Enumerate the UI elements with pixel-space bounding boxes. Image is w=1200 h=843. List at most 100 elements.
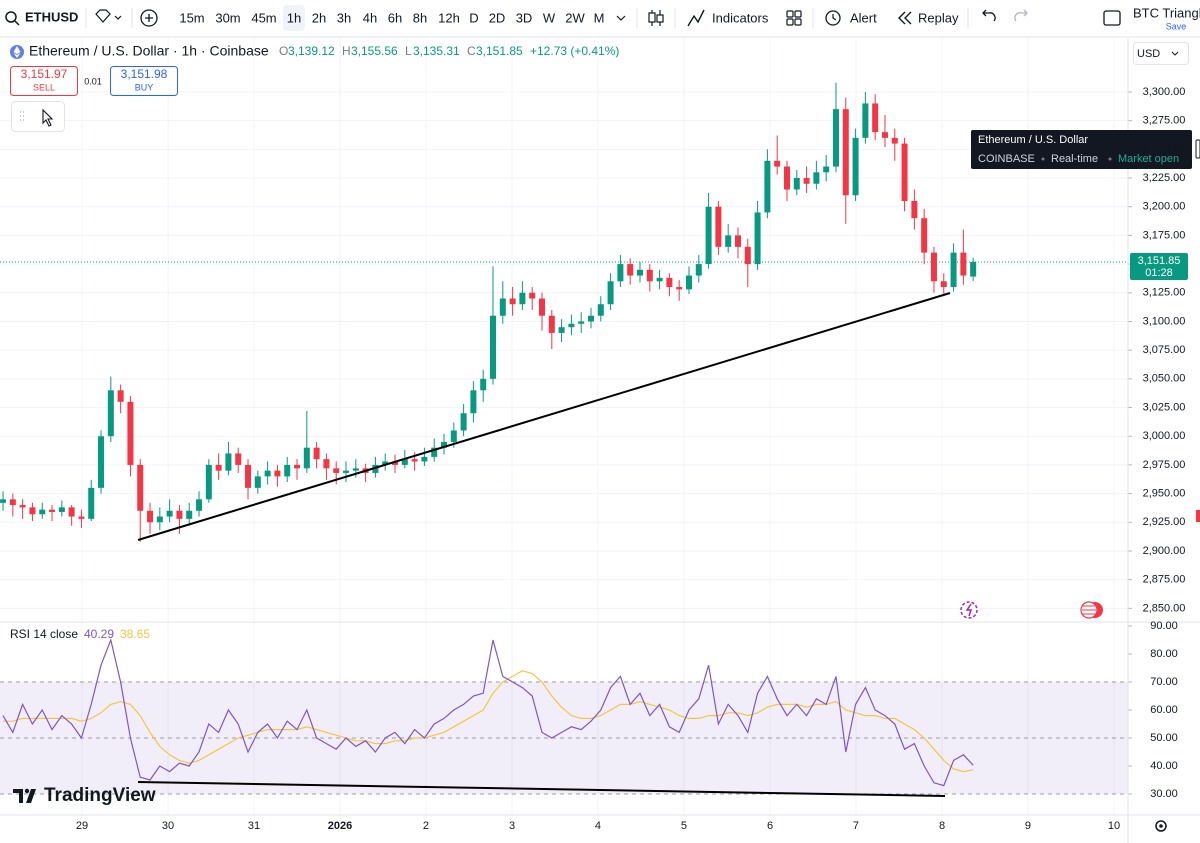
interval-button[interactable]: 12h	[438, 10, 460, 25]
trendline[interactable]	[137, 292, 951, 541]
candle-body	[715, 206, 722, 247]
settings-icon	[1159, 824, 1163, 828]
rsi-trendline[interactable]	[137, 781, 946, 797]
y-tick-label: 3,025.00	[1143, 401, 1186, 413]
candle-body	[862, 103, 869, 138]
tooltip-name: Ethereum / U.S. Dollar	[978, 134, 1088, 146]
candle-body	[607, 281, 614, 305]
legend-c-label: C	[467, 44, 476, 58]
candle-body	[823, 166, 830, 173]
candle-body	[0, 499, 7, 503]
tooltip-feed: Real-time	[1051, 153, 1098, 165]
y-tick-label: 2,975.00	[1143, 459, 1186, 471]
interval-button[interactable]: 4h	[363, 10, 377, 25]
dropdown-arrow[interactable]	[616, 15, 626, 21]
dropdown-arrow	[1171, 51, 1179, 56]
y-tick-label: 3,075.00	[1143, 344, 1186, 356]
interval-button[interactable]: 45m	[251, 10, 276, 25]
candle-body	[117, 390, 124, 402]
compare-icon[interactable]	[140, 9, 158, 27]
layout-icon[interactable]	[1103, 10, 1121, 26]
y-tick-label: 50.00	[1150, 732, 1178, 744]
y-tick-label: 3,000.00	[1143, 430, 1186, 442]
replay-icon[interactable]	[898, 11, 912, 25]
interval-button[interactable]: 30m	[215, 10, 240, 25]
y-tick-label: 60.00	[1150, 704, 1178, 716]
replay-button[interactable]: Replay	[918, 10, 959, 25]
candle-body	[539, 298, 546, 316]
undo-icon[interactable]	[982, 9, 996, 22]
candle-body	[313, 447, 320, 460]
interval-button[interactable]: 6h	[388, 10, 402, 25]
legend-o-label: O	[279, 44, 288, 58]
candle-body	[783, 166, 790, 190]
dropdown-arrow[interactable]	[114, 15, 122, 20]
chart-type-icon	[648, 12, 656, 23]
interval-button[interactable]: M	[594, 10, 605, 25]
symbol[interactable]: ETHUSD	[25, 9, 78, 24]
candle-body	[578, 321, 585, 324]
interval-button[interactable]: 8h	[413, 10, 427, 25]
tv-logo	[13, 789, 36, 803]
candle-body	[627, 264, 634, 276]
candle-body	[950, 252, 957, 288]
interval-button[interactable]: 2h	[312, 10, 326, 25]
indicators-button[interactable]: Indicators	[712, 10, 769, 25]
candle-body	[754, 212, 761, 265]
legend-change: +12.73 (+0.41%)	[530, 44, 619, 58]
candle-body	[98, 436, 105, 488]
active-interval-bg	[283, 5, 305, 31]
candle-body	[519, 292, 526, 305]
layout-name[interactable]: BTC Triangle	[1133, 5, 1200, 20]
interval-button[interactable]: 2W	[565, 10, 585, 25]
buy-button[interactable]	[110, 66, 178, 96]
search-icon[interactable]	[5, 11, 17, 23]
y-tick-label: 2,850.00	[1143, 602, 1186, 614]
x-tick-label: 2026	[328, 820, 352, 832]
candle-body	[813, 172, 820, 184]
candle-body	[970, 261, 977, 277]
interval-button[interactable]: 15m	[179, 10, 204, 25]
candle-body	[166, 510, 173, 517]
currency[interactable]: USD	[1137, 48, 1160, 60]
candle-body	[470, 390, 477, 414]
candle-body	[264, 470, 271, 477]
interval-button[interactable]: 3h	[337, 10, 351, 25]
indicators-icon[interactable]	[687, 9, 705, 27]
alert-icon[interactable]	[825, 10, 841, 26]
events-icon	[965, 603, 973, 617]
interval-button[interactable]: 3D	[516, 10, 533, 25]
redo-icon[interactable]	[1014, 9, 1028, 22]
interval-button[interactable]: D	[469, 10, 478, 25]
y-tick-label: 70.00	[1150, 676, 1178, 688]
tooltip-bg	[971, 130, 1192, 169]
cursor-tool[interactable]	[42, 108, 54, 127]
y-tick-label: 3,225.00	[1143, 172, 1186, 184]
currency-box[interactable]	[1133, 42, 1189, 65]
candle-body	[323, 459, 330, 469]
alert-button[interactable]: Alert	[850, 10, 877, 25]
x-tick-label: 30	[162, 820, 174, 832]
templates-icon[interactable]	[786, 10, 794, 18]
candle-body	[490, 315, 497, 379]
candle-body	[793, 178, 800, 190]
x-tick-label: 4	[595, 820, 601, 832]
spread: 0.01	[84, 76, 102, 86]
save-label[interactable]: Save	[1166, 21, 1187, 31]
events-icon[interactable]	[960, 601, 978, 619]
economic-events-icon	[1082, 605, 1096, 615]
x-tick-label: 5	[681, 820, 687, 832]
candle-body	[254, 476, 261, 488]
candle-body	[29, 507, 36, 515]
tv-logo	[24, 788, 30, 794]
candle-body	[734, 235, 741, 247]
y-tick-label: 80.00	[1150, 648, 1178, 660]
y-tick-label: 30.00	[1150, 788, 1178, 800]
premium-icon[interactable]	[95, 9, 111, 23]
interval-button[interactable]: 1h	[287, 10, 301, 25]
drag-handle[interactable]	[20, 111, 24, 121]
sell-button[interactable]	[10, 66, 78, 96]
interval-button[interactable]: 2D	[489, 10, 506, 25]
interval-button[interactable]: W	[543, 10, 556, 25]
settings-icon[interactable]	[1155, 820, 1167, 832]
